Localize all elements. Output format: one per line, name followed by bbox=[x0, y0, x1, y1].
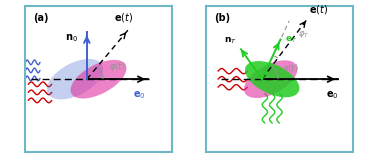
Ellipse shape bbox=[47, 59, 103, 99]
Text: $\mathbf{e}_0$: $\mathbf{e}_0$ bbox=[326, 89, 338, 101]
Text: $\mathbf{e}(t)$: $\mathbf{e}(t)$ bbox=[309, 3, 328, 16]
Text: $\varphi(t)$: $\varphi(t)$ bbox=[282, 62, 299, 75]
Ellipse shape bbox=[244, 60, 297, 98]
Text: (b): (b) bbox=[214, 13, 230, 23]
Text: $\mathbf{e}(t)$: $\mathbf{e}(t)$ bbox=[114, 11, 133, 24]
Ellipse shape bbox=[71, 60, 127, 99]
Text: $\varphi_T$: $\varphi_T$ bbox=[299, 29, 310, 40]
Text: $\mathbf{e}_0$: $\mathbf{e}_0$ bbox=[133, 89, 146, 101]
Ellipse shape bbox=[245, 61, 299, 97]
Text: $\mathbf{e}_T$: $\mathbf{e}_T$ bbox=[285, 34, 297, 45]
Text: $\mathbf{n}_0$: $\mathbf{n}_0$ bbox=[65, 32, 78, 44]
Text: $\varphi(t)$: $\varphi(t)$ bbox=[109, 60, 125, 73]
Text: $\mathbf{n}_T$: $\mathbf{n}_T$ bbox=[224, 36, 237, 46]
Text: (a): (a) bbox=[33, 13, 48, 23]
